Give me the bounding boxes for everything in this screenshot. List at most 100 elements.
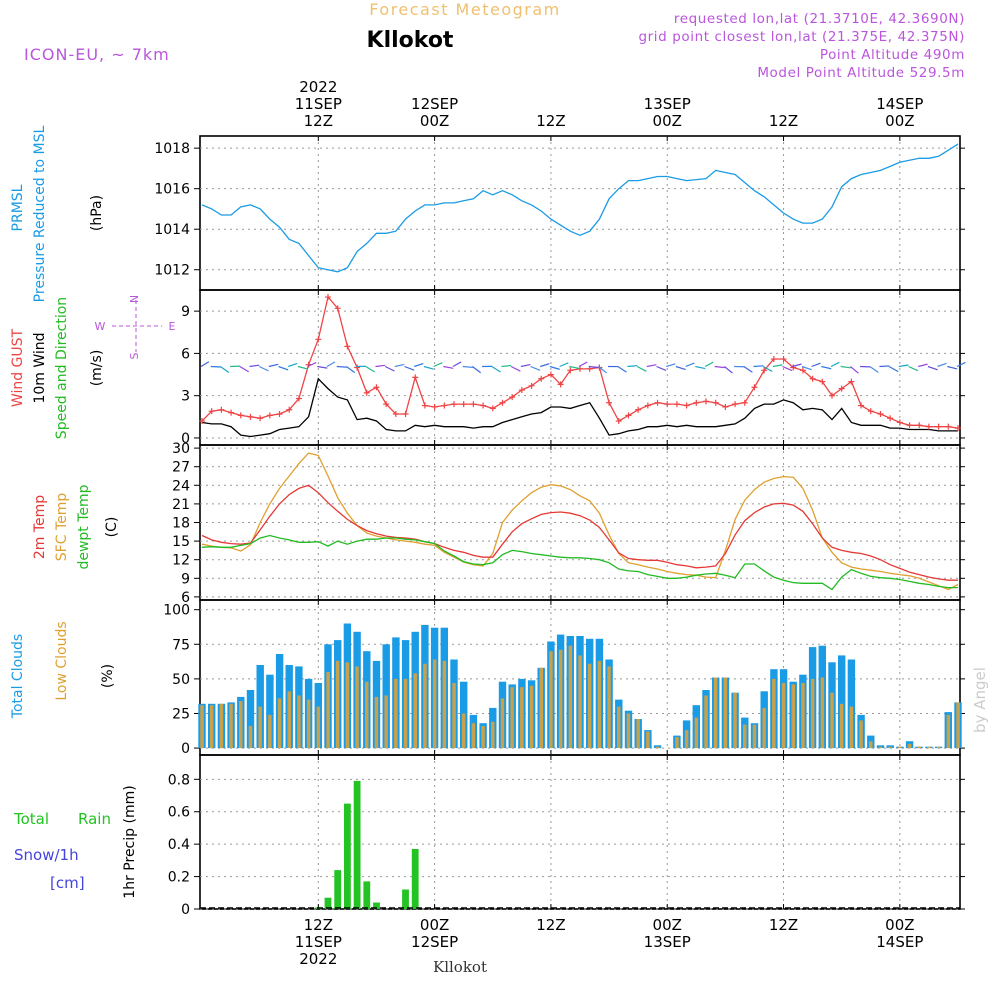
gust-marker [218, 406, 225, 413]
wind-direction-arrow [704, 361, 714, 368]
gust-marker [751, 384, 758, 391]
bottom-time-label: 12SEP [411, 933, 458, 951]
gust-marker [935, 423, 942, 430]
wind-direction-arrow [869, 366, 879, 373]
gust-marker [829, 392, 835, 399]
wind-direction-arrow [414, 362, 424, 368]
low-clouds-bar [258, 706, 262, 749]
low-clouds-bar [772, 678, 776, 749]
product-title: Forecast Meteogram [369, 0, 560, 19]
y-tick-label: 15 [172, 534, 190, 550]
wind10m-line [201, 377, 958, 438]
gust-marker [431, 403, 438, 410]
gust-marker [693, 399, 700, 406]
top-time-label: 12Z [769, 112, 798, 130]
low-clouds-bar [209, 705, 214, 749]
wind-direction-arrow [879, 365, 890, 368]
low-clouds-bar [713, 677, 718, 749]
snow-label: Snow/1h [14, 846, 79, 864]
low-clouds-bar [374, 696, 379, 749]
gust-marker [295, 395, 302, 402]
low-clouds-bar [549, 651, 553, 749]
gust-marker [673, 401, 680, 408]
wind-direction-arrow [307, 362, 317, 368]
gust-marker [770, 356, 777, 363]
low-clouds-bar [636, 719, 640, 749]
gust-marker [761, 367, 768, 374]
y-tick-label: 27 [172, 460, 190, 476]
model-altitude: Model Point Altitude 529.5m [757, 65, 965, 81]
compass-south: S [128, 352, 141, 359]
low-clouds-bar [723, 677, 728, 749]
rain-bar [411, 849, 419, 909]
low-clouds-bar [781, 683, 786, 748]
wind-direction-arrow [588, 365, 599, 369]
low-clouds-bar [694, 717, 699, 748]
low-clouds-bar [200, 705, 204, 749]
wind-direction-arrow [200, 361, 210, 368]
gust-marker [199, 418, 205, 425]
y-tick-label: 0.2 [168, 870, 190, 886]
top-time-label: 13SEP [644, 95, 691, 113]
prmsl-label: PRMSL [10, 184, 26, 231]
gust-marker [838, 385, 845, 392]
t2m-label: 2m Temp [32, 495, 48, 559]
bottom-time-label: 00Z [653, 916, 682, 934]
gust-marker [441, 402, 448, 409]
wind-direction-arrow [908, 365, 919, 372]
bottom-time-label: 14SEP [876, 933, 923, 951]
wind-direction-arrow [491, 365, 501, 373]
low-clouds-bar [423, 663, 427, 749]
wind-direction-arrow [792, 363, 802, 368]
gust-marker [722, 403, 729, 410]
wind-direction-arrow [753, 365, 764, 368]
gust-marker [945, 423, 952, 430]
gust-marker [664, 401, 671, 408]
low-clouds-bar [297, 695, 301, 749]
low-clouds-bar [907, 743, 912, 749]
gust-marker [916, 422, 923, 429]
wind-direction-arrow [336, 365, 347, 368]
clouds-unit: (%) [100, 664, 116, 688]
low-clouds-bar [810, 678, 815, 749]
top-time-label: 00Z [420, 112, 449, 130]
panel-frame-pressure [199, 135, 961, 291]
y-tick-label: 6 [181, 590, 190, 606]
sfc-label: SFC Temp [54, 493, 70, 562]
wind-direction-arrow [850, 366, 859, 374]
y-tick-label: 25 [172, 706, 190, 722]
y-tick-label: 0.6 [168, 805, 190, 821]
low-clouds-bar [442, 660, 447, 749]
y-tick-label: 9 [181, 571, 190, 587]
y-tick-label: 1016 [154, 182, 190, 198]
wind-direction-arrow [443, 365, 454, 369]
wind-direction-arrow [268, 363, 279, 368]
low-clouds-bar [743, 724, 747, 749]
low-clouds-bar [452, 683, 456, 748]
dewpt-label: dewpt Temp [76, 484, 92, 569]
wind-direction-arrow [239, 365, 250, 373]
low-clouds-bar [946, 714, 951, 749]
low-clouds-bar [500, 698, 505, 749]
total-clouds-bar [256, 665, 264, 748]
gust-marker [780, 356, 787, 363]
low-clouds-bar [510, 687, 514, 749]
rain-bar [402, 889, 409, 909]
gust-marker [809, 375, 816, 382]
bottom-time-label: 12Z [769, 916, 798, 934]
gust-marker [451, 401, 457, 408]
compass-east: E [169, 320, 176, 333]
gust-marker [421, 402, 428, 409]
y-tick-label: 1012 [154, 263, 190, 279]
wind-direction-arrow [249, 364, 260, 368]
gust-marker [557, 381, 564, 388]
low-clouds-bar [578, 655, 582, 749]
wind-direction-arrow [636, 365, 647, 372]
gust-marker [887, 415, 894, 422]
wind-direction-arrow [452, 361, 462, 368]
wind-direction-arrow [598, 366, 607, 374]
y-tick-label: 18 [172, 516, 190, 532]
gust-marker [644, 402, 651, 409]
gridpoint-coords: grid point closest lon,lat (21.375E, 42.… [638, 29, 965, 45]
gust-marker [925, 423, 932, 430]
